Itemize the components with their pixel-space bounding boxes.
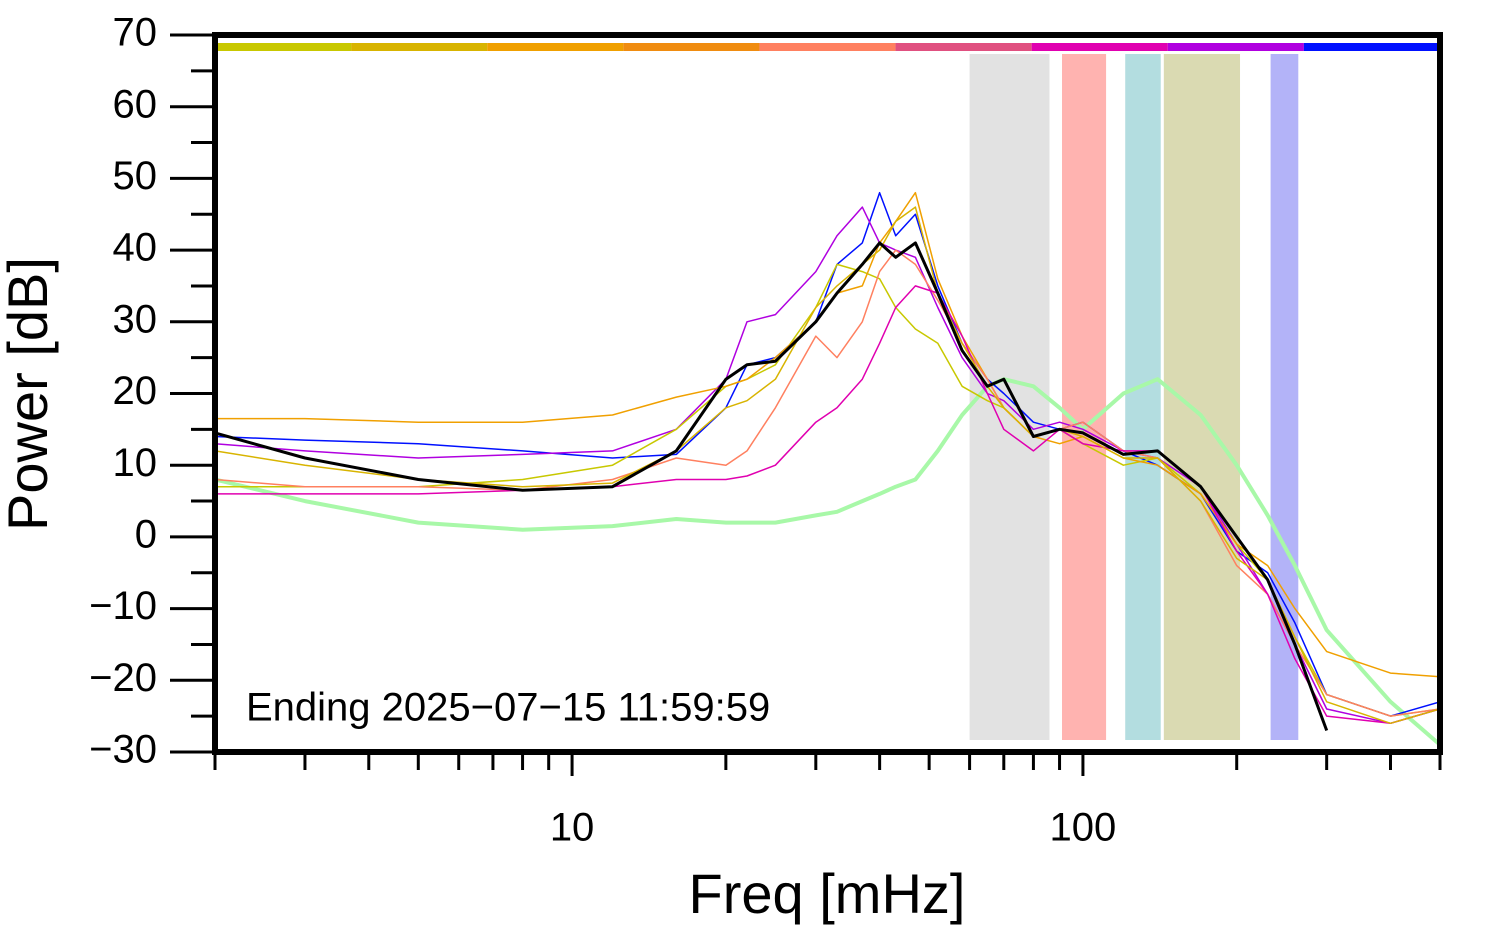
y-tick-label: 30 [113,297,158,341]
series-line [215,241,1329,732]
plot-frame [212,32,1443,755]
band [1125,54,1161,740]
y-tick-label: 70 [113,11,158,55]
y-tick-label: 50 [113,154,158,198]
x-tick-label: 10 [550,806,595,850]
series-line [215,191,1440,678]
color-strip [759,43,896,51]
y-tick-label: −10 [89,584,157,628]
y-tick-label: 10 [113,441,158,485]
lines [215,191,1440,747]
y-tick-label: 20 [113,369,158,413]
annotation: Ending 2025−07−15 11:59:59 [246,686,770,730]
color-strip [1167,43,1304,51]
x-tick-label: 100 [1050,806,1117,850]
color-strip [1303,43,1440,51]
y-tick-label: −20 [89,656,157,700]
color-strip [215,43,352,51]
color-strip [895,43,1032,51]
series-line [215,191,1440,717]
band [1163,54,1241,740]
bands [215,43,1440,740]
y-tick-label: −30 [89,728,157,772]
color-strip [623,43,760,51]
y-tick-label: 40 [113,226,158,270]
series-line [215,263,1440,717]
series-line [215,285,1440,725]
x-axis-label: Freq [mHz] [689,862,966,925]
band [969,54,1050,740]
series-line [215,377,1440,747]
y-tick-label: 0 [135,512,157,556]
series-line [215,249,1440,717]
color-strip [351,43,488,51]
axes: −30 −20 −10 0 10 20 30 40 50 60 70 10 100 [89,11,1443,850]
y-axis-label: Power [dB] [0,257,59,531]
color-strip [1031,43,1168,51]
y-tick-label: 60 [113,82,158,126]
color-strip [487,43,624,51]
band [1062,54,1107,740]
